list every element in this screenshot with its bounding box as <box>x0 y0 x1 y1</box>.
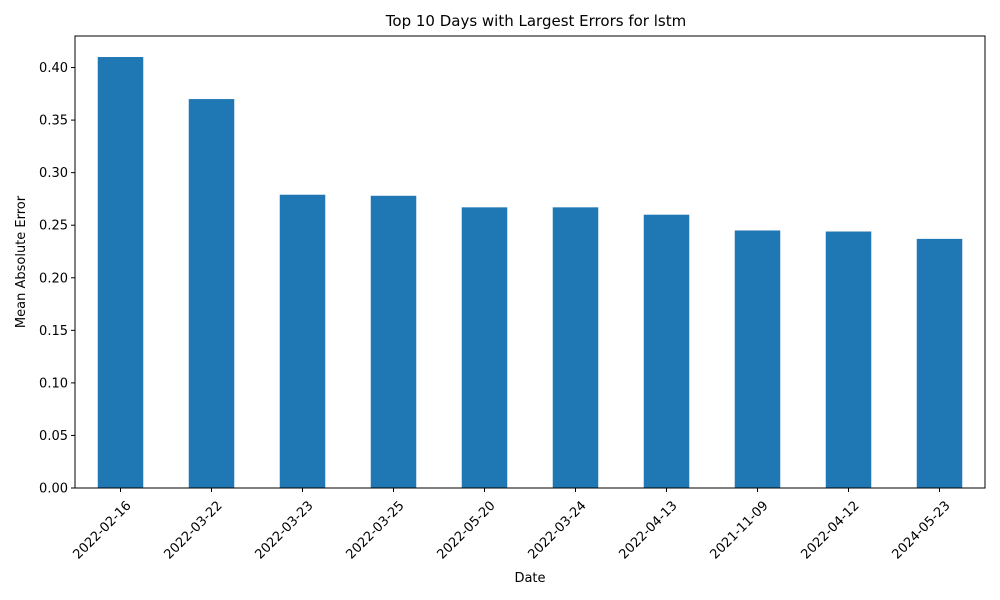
x-tick-label: 2021-11-09 <box>708 498 772 562</box>
x-tick-label: 2022-05-20 <box>435 498 499 562</box>
y-tick-label: 0.05 <box>39 429 68 444</box>
bar <box>916 238 963 488</box>
bar <box>825 231 872 488</box>
x-tick-label: 2022-04-13 <box>617 498 681 562</box>
bar <box>643 214 690 488</box>
y-axis-label: Mean Absolute Error <box>14 195 29 328</box>
y-tick-label: 0.10 <box>39 376 68 391</box>
x-tick-label: 2022-03-24 <box>526 498 590 562</box>
x-tick-label: 2022-02-16 <box>71 498 135 562</box>
bar <box>97 57 144 488</box>
bar <box>734 230 781 488</box>
x-tick-label: 2022-03-22 <box>162 498 226 562</box>
x-axis-label: Date <box>514 571 545 586</box>
x-tick-label: 2024-05-23 <box>890 498 954 562</box>
bar <box>188 99 235 489</box>
y-tick-label: 0.00 <box>39 482 68 497</box>
y-tick-label: 0.20 <box>39 271 68 286</box>
y-tick-label: 0.15 <box>39 324 68 339</box>
x-tick-label: 2022-03-25 <box>344 498 408 562</box>
y-tick-label: 0.30 <box>39 166 68 181</box>
x-tick-label: 2022-04-12 <box>799 498 863 562</box>
x-tick-label: 2022-03-23 <box>253 498 317 562</box>
bar <box>279 194 326 488</box>
plot-frame <box>74 35 986 489</box>
bar <box>552 207 599 488</box>
y-tick-label: 0.40 <box>39 61 68 76</box>
y-tick-label: 0.35 <box>39 114 68 129</box>
bar <box>461 207 508 488</box>
chart-title: Top 10 Days with Largest Errors for lstm <box>385 12 686 30</box>
bar <box>370 195 417 489</box>
y-tick-label: 0.25 <box>39 219 68 234</box>
